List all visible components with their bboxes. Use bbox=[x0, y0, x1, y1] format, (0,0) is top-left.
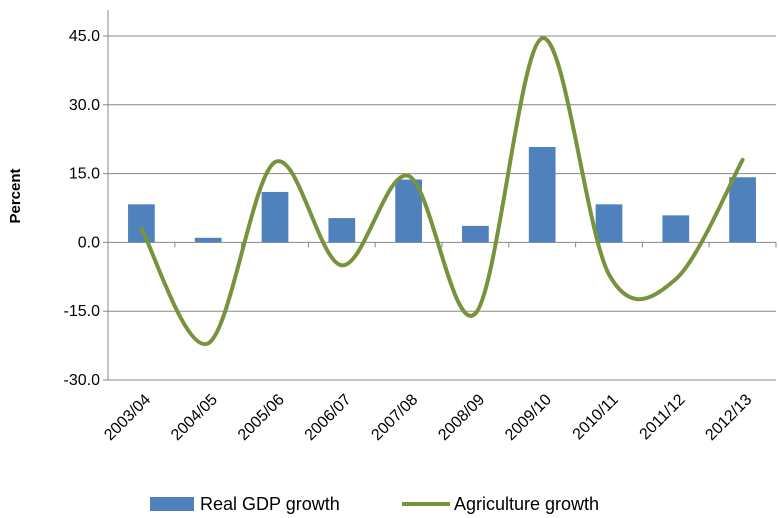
bar-2011-12 bbox=[662, 215, 690, 243]
bar-2003-04 bbox=[128, 204, 155, 243]
axes bbox=[103, 10, 777, 381]
legend-swatch-real-gdp-growth bbox=[150, 497, 194, 511]
x-tick-label: 2007/08 bbox=[369, 391, 422, 444]
y-tick-label: 15.0 bbox=[69, 166, 100, 183]
legend-label-real-gdp-growth: Real GDP growth bbox=[200, 494, 340, 514]
gridlines bbox=[108, 35, 776, 381]
y-tick-label: -30.0 bbox=[64, 372, 101, 389]
legend-label-agriculture-growth: Agriculture growth bbox=[454, 494, 599, 514]
line-agriculture-growth bbox=[139, 36, 745, 346]
bar-2006-07 bbox=[328, 218, 356, 243]
bar-2004-05 bbox=[194, 237, 222, 243]
bar-2008-09 bbox=[462, 225, 489, 243]
line-series bbox=[139, 36, 745, 346]
bar-2010-11 bbox=[595, 204, 623, 243]
y-tick-label: 0.0 bbox=[78, 234, 100, 251]
y-tick-label: -15.0 bbox=[64, 303, 101, 320]
legend: Real GDP growth Agriculture growth bbox=[150, 494, 599, 514]
x-tick-label: 2010/11 bbox=[570, 391, 622, 443]
bar-2005-06 bbox=[261, 191, 289, 243]
bar-series bbox=[128, 146, 756, 243]
x-tick-label: 2012/13 bbox=[703, 391, 756, 444]
y-tick-label: 45.0 bbox=[69, 28, 100, 45]
x-tick-label: 2008/09 bbox=[435, 391, 488, 444]
bar-2012-13 bbox=[729, 177, 756, 243]
x-tick-label: 2009/10 bbox=[502, 391, 555, 444]
y-axis-title: Percent bbox=[7, 168, 24, 223]
x-tick-label: 2006/07 bbox=[302, 391, 355, 444]
x-tick-label: 2011/12 bbox=[637, 391, 689, 443]
x-tick-label: 2004/05 bbox=[168, 391, 221, 444]
y-tick-label: 30.0 bbox=[69, 97, 100, 114]
x-tick-label: 2003/04 bbox=[101, 391, 154, 444]
x-tick-label: 2005/06 bbox=[235, 391, 288, 444]
bar-2009-10 bbox=[528, 146, 556, 243]
